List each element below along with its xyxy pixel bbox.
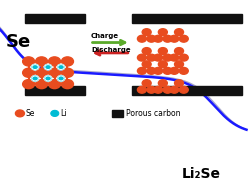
Text: Discharge: Discharge <box>91 46 130 53</box>
Circle shape <box>158 29 167 36</box>
Circle shape <box>163 86 172 93</box>
Circle shape <box>36 80 48 89</box>
Circle shape <box>23 57 35 66</box>
Text: Se: Se <box>6 33 31 51</box>
Circle shape <box>142 48 151 54</box>
Circle shape <box>62 68 73 77</box>
Circle shape <box>57 64 65 70</box>
Circle shape <box>175 48 184 54</box>
Circle shape <box>15 110 24 117</box>
Circle shape <box>170 54 179 61</box>
Circle shape <box>175 29 184 36</box>
Circle shape <box>147 86 156 93</box>
Circle shape <box>154 86 163 93</box>
Circle shape <box>44 76 52 81</box>
Circle shape <box>142 29 151 36</box>
Bar <box>132 86 242 94</box>
Circle shape <box>147 35 156 42</box>
Circle shape <box>36 57 48 66</box>
Circle shape <box>170 67 179 74</box>
Circle shape <box>147 67 156 74</box>
Circle shape <box>137 35 146 42</box>
Circle shape <box>62 57 73 66</box>
Text: Se: Se <box>25 109 35 118</box>
Circle shape <box>23 80 35 89</box>
Circle shape <box>163 67 172 74</box>
Circle shape <box>51 110 59 116</box>
Bar <box>25 14 85 23</box>
Circle shape <box>170 35 179 42</box>
Circle shape <box>62 80 73 89</box>
Bar <box>25 86 85 94</box>
Circle shape <box>49 68 61 77</box>
Circle shape <box>49 57 61 66</box>
Circle shape <box>142 80 151 87</box>
Text: Li: Li <box>60 109 67 118</box>
Circle shape <box>170 86 179 93</box>
Circle shape <box>179 67 188 74</box>
Circle shape <box>147 54 156 61</box>
Circle shape <box>163 35 172 42</box>
Circle shape <box>32 76 38 81</box>
Circle shape <box>32 65 38 70</box>
Bar <box>112 110 123 117</box>
Circle shape <box>154 35 163 42</box>
Circle shape <box>49 80 61 89</box>
Circle shape <box>137 67 146 74</box>
Circle shape <box>44 64 52 70</box>
Circle shape <box>179 35 188 42</box>
Circle shape <box>45 76 51 81</box>
Text: Porous carbon: Porous carbon <box>126 109 180 118</box>
Circle shape <box>36 68 48 77</box>
Circle shape <box>158 61 167 68</box>
Text: Charge: Charge <box>91 33 119 39</box>
Circle shape <box>175 61 184 68</box>
Circle shape <box>179 54 188 61</box>
Circle shape <box>31 64 39 70</box>
Circle shape <box>58 76 64 81</box>
Circle shape <box>154 67 163 74</box>
Circle shape <box>57 76 65 81</box>
Circle shape <box>163 54 172 61</box>
Circle shape <box>137 54 146 61</box>
Circle shape <box>158 48 167 54</box>
Circle shape <box>52 111 58 116</box>
Circle shape <box>45 65 51 70</box>
Circle shape <box>158 80 167 87</box>
Circle shape <box>23 68 35 77</box>
Circle shape <box>175 80 184 87</box>
Circle shape <box>31 76 39 81</box>
Circle shape <box>154 54 163 61</box>
Bar <box>132 14 242 23</box>
Circle shape <box>137 86 146 93</box>
Circle shape <box>58 65 64 70</box>
Circle shape <box>179 86 188 93</box>
Circle shape <box>142 61 151 68</box>
Text: Li₂Se: Li₂Se <box>182 167 221 181</box>
